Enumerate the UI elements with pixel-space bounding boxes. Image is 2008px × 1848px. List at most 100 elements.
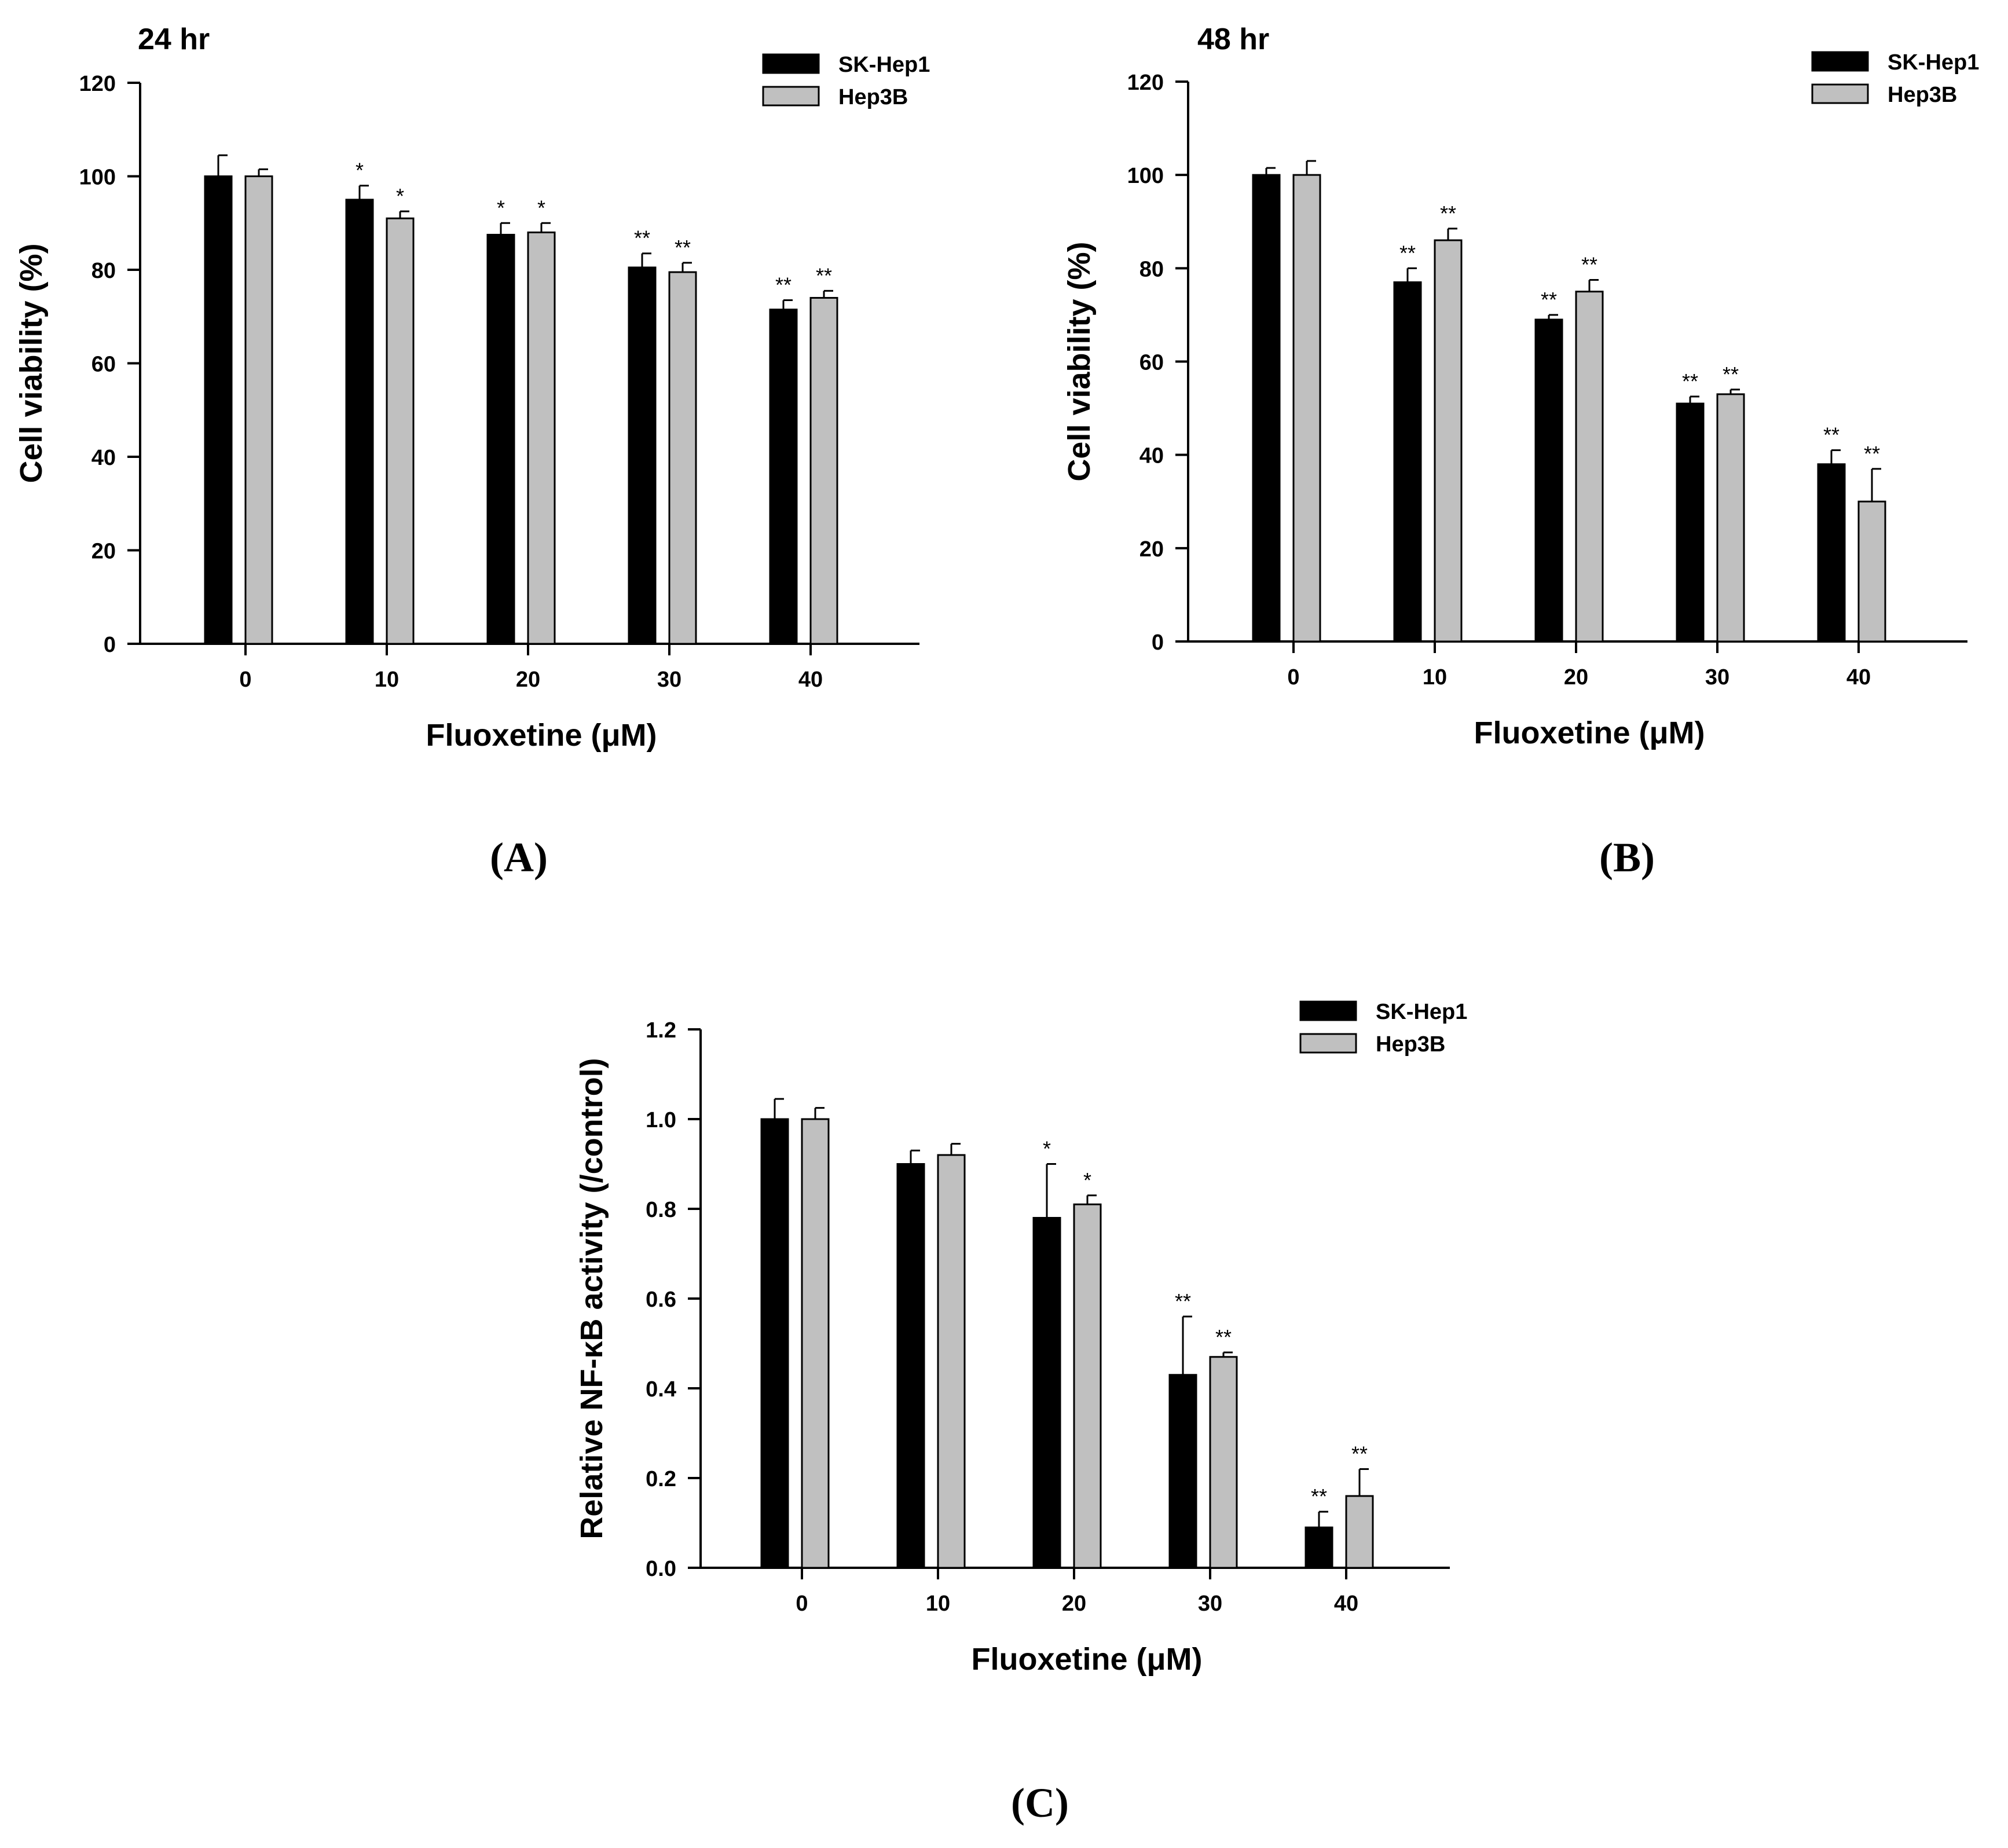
legend-label: Hep3B	[1888, 83, 1957, 107]
legend-label: Hep3B	[1376, 1032, 1445, 1057]
bar-sk-hep1	[345, 199, 374, 645]
y-tick-label: 0.8	[646, 1198, 676, 1222]
bar-hep3b	[1292, 174, 1321, 643]
y-tick-label: 0.0	[646, 1557, 676, 1581]
significance-mark: **	[1351, 1442, 1368, 1466]
x-tick-label: 40	[798, 668, 823, 692]
legend-swatch	[762, 53, 820, 74]
legend-swatch	[1811, 83, 1869, 104]
x-tick-label: 20	[516, 668, 540, 692]
legend-label: Hep3B	[838, 85, 908, 109]
bar-hep3b	[1716, 393, 1745, 643]
bar-sk-hep1	[896, 1163, 925, 1569]
x-tick-label: 20	[1564, 665, 1588, 690]
chart-title: 48 hr	[1197, 23, 1269, 56]
bar-hep3b	[801, 1118, 830, 1569]
y-tick-label: 40	[91, 446, 116, 470]
bar-hep3b	[244, 175, 273, 645]
y-tick-label: 0.6	[646, 1288, 676, 1312]
bar-hep3b	[668, 271, 697, 645]
bar-sk-hep1	[1032, 1217, 1061, 1569]
y-tick-label: 1.0	[646, 1108, 676, 1132]
x-tick-label: 20	[1062, 1592, 1086, 1616]
bar-sk-hep1	[628, 266, 657, 645]
bar-sk-hep1	[1676, 402, 1705, 643]
panel-b-label: (B)	[1599, 834, 1655, 881]
y-tick-label: 0	[1152, 630, 1164, 655]
bar-sk-hep1	[769, 309, 798, 645]
bar-hep3b	[527, 231, 556, 645]
legend-swatch	[1299, 1000, 1357, 1021]
chart-title: 24 hr	[138, 23, 210, 56]
significance-mark: *	[537, 196, 545, 219]
y-tick-label: 120	[79, 72, 116, 96]
x-tick-label: 0	[1287, 665, 1299, 690]
x-tick-label: 40	[1846, 665, 1871, 690]
x-axis-label: Fluoxetine (μM)	[971, 1642, 1202, 1677]
significance-mark: **	[1175, 1289, 1191, 1313]
bar-hep3b	[1209, 1356, 1238, 1569]
significance-mark: **	[1311, 1484, 1327, 1508]
bar-sk-hep1	[1534, 318, 1563, 643]
y-tick-label: 0.4	[646, 1377, 676, 1402]
bar-sk-hep1	[1393, 281, 1422, 643]
x-tick-label: 10	[375, 668, 399, 692]
y-tick-label: 0	[104, 633, 116, 657]
significance-mark: **	[1541, 288, 1557, 311]
bar-sk-hep1	[1168, 1374, 1197, 1569]
bar-hep3b	[1073, 1203, 1102, 1569]
y-tick-label: 20	[91, 540, 116, 564]
bar-sk-hep1	[1252, 174, 1281, 643]
y-tick-label: 60	[1139, 351, 1164, 375]
bar-hep3b	[1575, 291, 1604, 643]
bar-sk-hep1	[204, 175, 233, 645]
x-axis-label: Fluoxetine (μM)	[426, 718, 657, 753]
x-tick-label: 30	[657, 668, 681, 692]
significance-mark: **	[816, 263, 832, 287]
panel-b-chart: 48 hr 0 20 40 60 80 100 120 Cell viability (%) 0 1…	[1062, 23, 1979, 750]
y-tick-label: 40	[1139, 444, 1164, 468]
significance-mark: **	[1581, 252, 1597, 276]
significance-mark: *	[356, 159, 364, 182]
significance-mark: **	[1682, 369, 1698, 393]
bar-hep3b	[1857, 500, 1886, 643]
significance-mark: **	[1440, 201, 1456, 225]
y-axis-label: Relative NF-κB activity (/control)	[574, 1058, 609, 1539]
x-tick-label: 0	[796, 1592, 808, 1616]
significance-mark: **	[1723, 362, 1739, 386]
x-tick-label: 40	[1334, 1592, 1358, 1616]
significance-mark: **	[1864, 442, 1880, 465]
y-tick-label: 120	[1127, 71, 1164, 95]
bar-hep3b	[386, 217, 415, 645]
significance-mark: **	[1823, 423, 1840, 447]
bar-hep3b	[1345, 1495, 1374, 1569]
bar-sk-hep1	[1305, 1526, 1333, 1569]
significance-mark: **	[1215, 1325, 1232, 1349]
legend-label: SK-Hep1	[1888, 50, 1979, 75]
y-tick-label: 0.2	[646, 1467, 676, 1491]
y-tick-label: 20	[1139, 537, 1164, 562]
significance-mark: **	[634, 226, 650, 250]
panel-c-chart: 0.0 0.2 0.4 0.6 0.8 1.0 1.2 Relative NF-κB acti…	[574, 1000, 1467, 1677]
panel-c-label: (C)	[1011, 1780, 1069, 1826]
panel-a-chart: 24 hr 0 20 40 60 80 100 120 Cell viability (%) 0 1…	[14, 23, 930, 753]
y-tick-label: 1.2	[646, 1018, 676, 1043]
y-tick-label: 60	[91, 353, 116, 377]
legend-swatch	[1299, 1033, 1357, 1054]
bar-sk-hep1	[486, 233, 515, 645]
legend-label: SK-Hep1	[838, 53, 930, 77]
y-tick-label: 80	[1139, 257, 1164, 281]
significance-mark: **	[1399, 241, 1416, 265]
y-tick-label: 100	[1127, 164, 1164, 188]
y-tick-label: 80	[91, 259, 116, 283]
legend-label: SK-Hep1	[1376, 1000, 1467, 1024]
x-tick-label: 30	[1198, 1592, 1222, 1616]
x-tick-label: 10	[1423, 665, 1447, 690]
bar-sk-hep1	[760, 1118, 789, 1569]
bar-sk-hep1	[1817, 463, 1846, 643]
significance-mark: **	[775, 273, 792, 296]
y-axis-label: Cell viability (%)	[14, 243, 49, 483]
bar-hep3b	[1434, 239, 1463, 643]
bar-hep3b	[809, 296, 838, 645]
